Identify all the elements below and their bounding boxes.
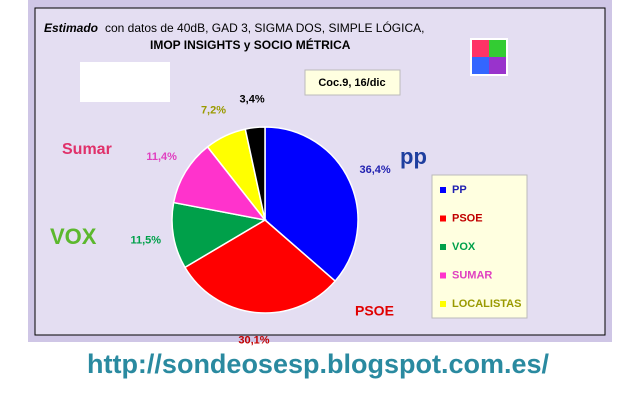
legend-swatch (440, 244, 446, 250)
data-label: 11,5% (131, 235, 162, 247)
legend-swatch (440, 301, 446, 307)
logo-block (472, 57, 489, 74)
legend-label: SUMAR (452, 269, 492, 281)
data-label: 7,2% (201, 104, 226, 116)
legend-swatch (440, 187, 446, 193)
title-line: con datos de 40dB, GAD 3, SIGMA DOS, SIM… (105, 20, 424, 35)
logo-block (489, 57, 506, 74)
legend-label: VOX (452, 241, 476, 253)
legend (431, 174, 528, 319)
pie-slice (264, 126, 359, 283)
legend-label: PSOE (452, 212, 483, 224)
data-label: 30,1% (238, 334, 269, 346)
title-line: IMOP INSIGHTS y SOCIO MÉTRICA (150, 37, 351, 52)
logo-pp: pp (400, 144, 427, 169)
pie-slice (171, 201, 268, 269)
pie-slice (244, 126, 266, 221)
data-label: 11,4% (146, 151, 177, 163)
data-label: 36,4% (360, 164, 391, 176)
annotation: Coc.9, 16/dic (318, 77, 385, 89)
legend-label: PP (452, 184, 467, 196)
footer-url[interactable]: http://sondeosesp.blogspot.com.es/ (87, 349, 550, 379)
data-label: 3,4% (240, 94, 265, 106)
pie-slice (172, 145, 267, 222)
logo-block (472, 40, 489, 57)
pie-slice (183, 219, 337, 314)
logo-collage (80, 62, 170, 102)
logo-psoe: PSOE (355, 303, 394, 319)
legend-swatch (440, 215, 446, 222)
annotation-box (304, 69, 401, 96)
logo-block (489, 40, 506, 57)
title-lead: Estimado (44, 21, 98, 35)
logo-vox: VOX (50, 224, 97, 249)
legend-swatch (440, 272, 446, 279)
logo-sumar: Sumar (62, 141, 112, 158)
footer-area (0, 342, 640, 400)
legend-label: LOCALISTAS (452, 298, 521, 310)
